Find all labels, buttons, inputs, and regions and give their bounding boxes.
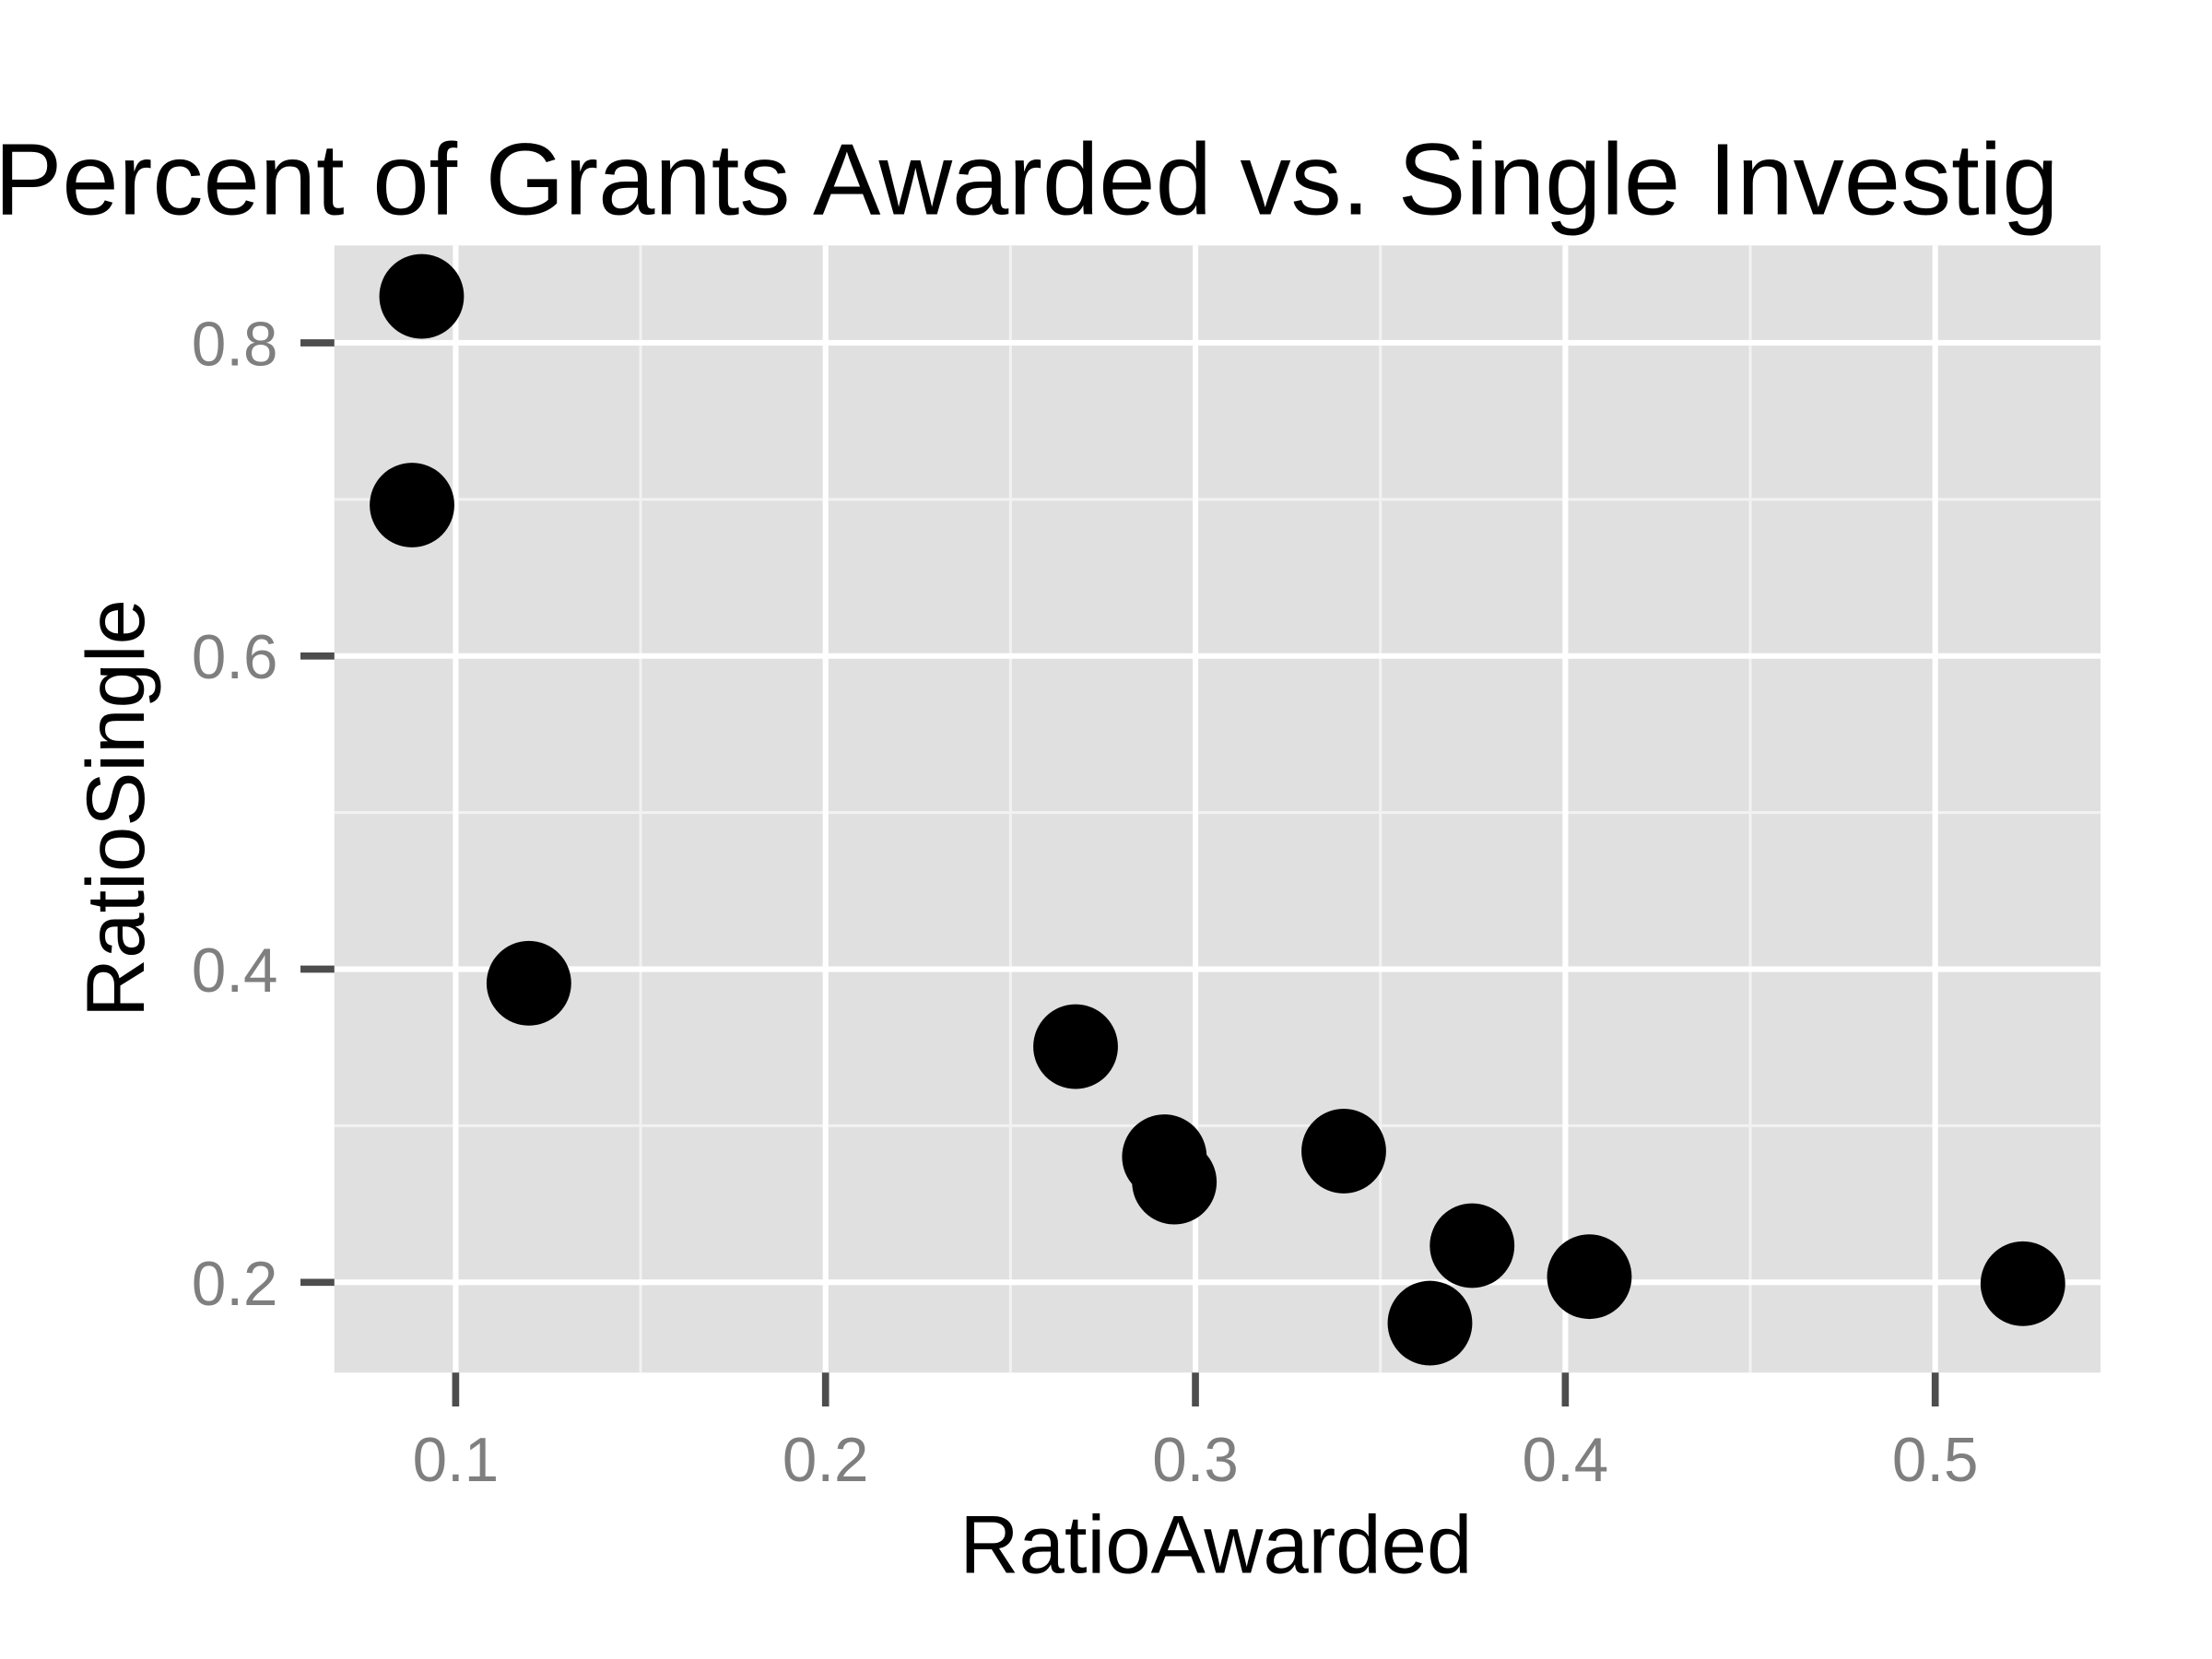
y-axis-label: RatioSingle: [70, 599, 161, 1018]
plot-panel: [334, 245, 2101, 1373]
x-tick-label: 0.4: [1523, 1426, 1609, 1495]
point: [1980, 1241, 2065, 1326]
x-tick-label: 0.2: [782, 1426, 869, 1495]
x-tick-label: 0.1: [413, 1426, 500, 1495]
x-axis-label: RatioAwarded: [959, 1500, 1472, 1591]
point: [1033, 1004, 1118, 1089]
point: [379, 253, 465, 339]
point: [1547, 1234, 1632, 1320]
y-tick-label: 0.8: [192, 310, 278, 379]
point: [486, 940, 571, 1026]
x-tick-label: 0.5: [1892, 1426, 1979, 1495]
marks: [370, 253, 2065, 1366]
point: [1301, 1108, 1386, 1194]
x-tick-label: 0.3: [1152, 1426, 1239, 1495]
point: [1132, 1139, 1218, 1225]
y-tick-label: 0.4: [192, 936, 278, 1006]
y-tick-label: 0.6: [192, 623, 278, 692]
grid: [334, 245, 2101, 1373]
y-tick-label: 0.2: [192, 1250, 278, 1319]
point: [370, 463, 454, 547]
point: [1387, 1280, 1473, 1366]
point: [1430, 1203, 1515, 1288]
chart-title: Percent of Grants Awarded vs. Single Inv…: [0, 124, 2059, 237]
